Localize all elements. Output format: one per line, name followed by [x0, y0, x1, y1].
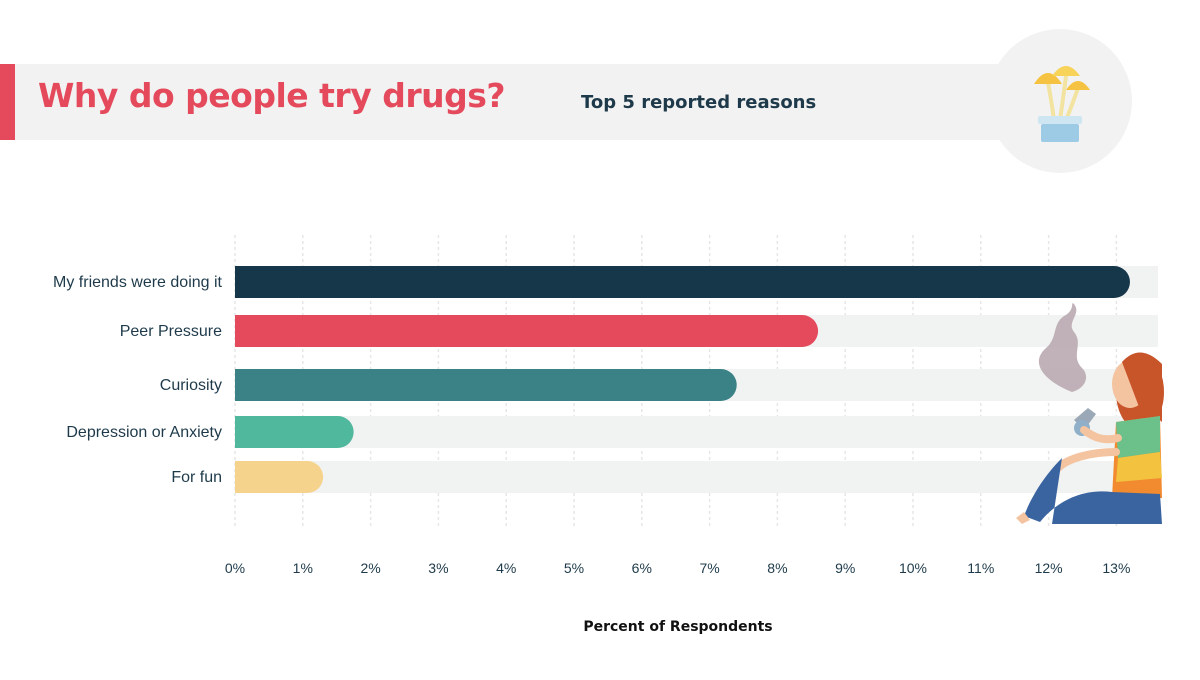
x-tick-label: 4%: [496, 560, 516, 576]
bar: [235, 369, 737, 401]
bar: [235, 416, 354, 448]
x-tick-label: 5%: [564, 560, 584, 576]
mushroom-pot-icon: [1034, 66, 1090, 142]
page-title: Why do people try drugs?: [38, 76, 506, 115]
x-tick-label: 8%: [767, 560, 787, 576]
category-label: Depression or Anxiety: [66, 424, 222, 441]
page-subtitle: Top 5 reported reasons: [581, 92, 817, 113]
icon-circle: [988, 29, 1132, 173]
title-accent-bar: [0, 64, 15, 140]
x-tick-label: 13%: [1102, 560, 1130, 576]
x-tick-label: 12%: [1035, 560, 1063, 576]
x-tick-label: 9%: [835, 560, 855, 576]
category-label: Curiosity: [160, 377, 222, 394]
bar: [235, 315, 819, 347]
x-tick-label: 2%: [360, 560, 380, 576]
x-tick-label: 6%: [632, 560, 652, 576]
x-tick-label: 7%: [699, 560, 719, 576]
bar-track: [235, 461, 1158, 493]
x-tick-label: 0%: [225, 560, 245, 576]
header-band: [0, 64, 1040, 140]
category-label: For fun: [171, 469, 222, 486]
x-tick-label: 10%: [899, 560, 927, 576]
category-label: My friends were doing it: [53, 274, 223, 291]
x-tick-label: 11%: [967, 560, 994, 576]
x-tick-label: 1%: [293, 560, 313, 576]
bar: [235, 461, 324, 493]
x-axis-title: Percent of Respondents: [583, 619, 772, 635]
bar: [235, 266, 1130, 298]
bar-track: [235, 416, 1158, 448]
smoking-person-illustration: [1016, 303, 1164, 524]
category-label: Peer Pressure: [120, 323, 222, 340]
x-tick-label: 3%: [428, 560, 448, 576]
